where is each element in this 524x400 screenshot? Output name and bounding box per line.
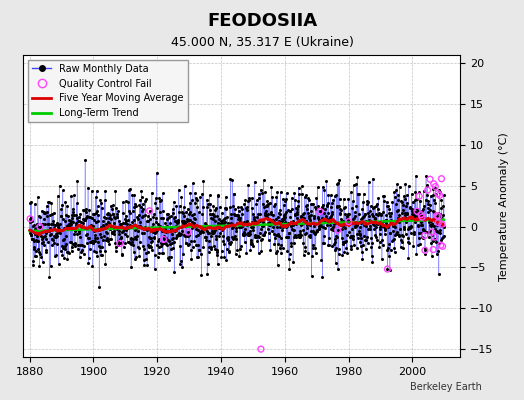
Point (417, 212, 425, 218)
Point (421, 232, 429, 239)
Point (439, 243, 447, 250)
Point (344, 218, 353, 225)
Point (426, 176, 434, 182)
Point (434, 190, 442, 197)
Point (423, 187, 432, 193)
Point (418, 214, 426, 220)
Point (421, 247, 429, 254)
Text: 45.000 N, 35.317 E (Ukraine): 45.000 N, 35.317 E (Ukraine) (171, 36, 353, 49)
Point (316, 208, 324, 215)
Point (434, 213, 443, 220)
Point (36, 224, 44, 230)
Point (438, 221, 446, 228)
Point (334, 227, 342, 233)
Text: Berkeley Earth: Berkeley Earth (410, 382, 482, 392)
Point (184, 229, 192, 235)
Point (116, 240, 124, 247)
Point (428, 229, 436, 235)
Point (26, 216, 34, 222)
Point (430, 181, 438, 187)
Point (434, 219, 442, 226)
Point (429, 246, 438, 253)
Point (413, 208, 421, 214)
Point (257, 346, 265, 352)
Point (433, 212, 441, 219)
Point (431, 184, 440, 190)
Point (145, 208, 154, 214)
Point (415, 193, 423, 199)
Y-axis label: Temperature Anomaly (°C): Temperature Anomaly (°C) (499, 132, 509, 280)
Point (430, 234, 439, 240)
Text: FEODOSIIA: FEODOSIIA (207, 12, 317, 30)
Legend: Raw Monthly Data, Quality Control Fail, Five Year Moving Average, Long-Term Tren: Raw Monthly Data, Quality Control Fail, … (28, 60, 188, 122)
Point (436, 242, 445, 248)
Point (383, 266, 391, 272)
Point (435, 192, 444, 198)
Point (437, 176, 445, 182)
Point (159, 236, 168, 243)
